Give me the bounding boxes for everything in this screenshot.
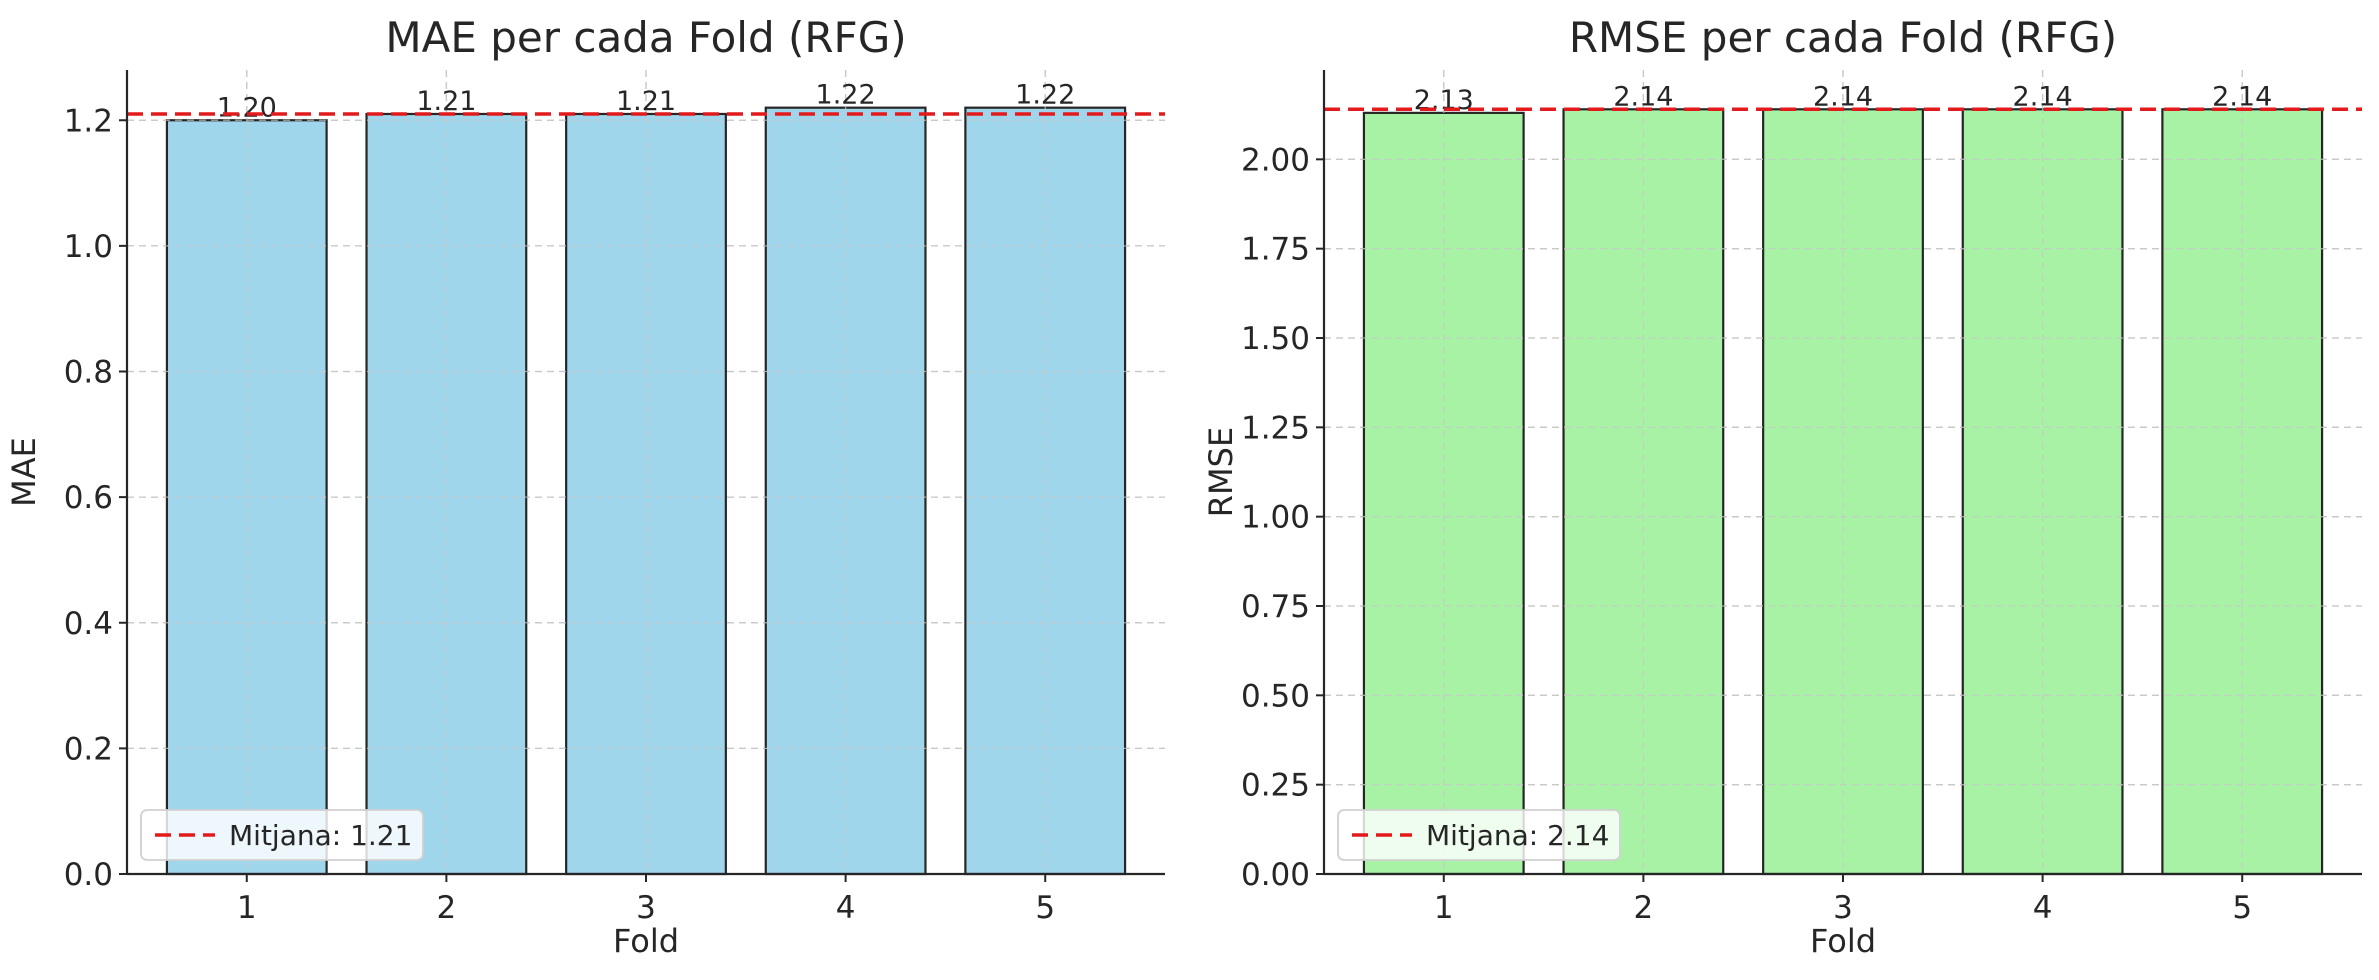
x-tick-label: 5 [1035, 890, 1055, 926]
rmse-chart: 2.13 2.14 2.14 2.14 2.14 0.00 0.25 0.50 0.75 1.00… [1202, 13, 2362, 960]
y-tick-label: 0.8 [64, 355, 113, 391]
y-tick-label: 1.2 [64, 103, 113, 139]
bar-value-label: 1.22 [816, 80, 876, 111]
x-axis-label: Fold [1810, 922, 1876, 960]
legend-box [140, 809, 424, 861]
y-tick-label: 0.0 [64, 857, 113, 893]
y-tick-label: 1.25 [1241, 410, 1310, 446]
y-tick-label: 1.50 [1241, 321, 1310, 357]
y-tick-label: 1.75 [1241, 232, 1310, 268]
y-tick-label: 0.4 [64, 606, 113, 642]
bar-value-label: 2.14 [1813, 81, 1873, 112]
bar-value-label: 1.21 [616, 86, 676, 117]
chart-title: MAE per cada Fold (RFG) [385, 13, 906, 62]
y-tick-label: 1.00 [1241, 500, 1310, 536]
x-axis-label: Fold [613, 922, 679, 960]
y-tick-label: 0.50 [1241, 678, 1310, 714]
mae-chart: 1.20 1.21 1.21 1.22 1.220.00.20.40.60.81.01.… [5, 13, 1165, 960]
y-tick-label: 0.6 [64, 480, 113, 516]
bar-value-label: 2.13 [1414, 85, 1474, 116]
bar-value-label: 1.21 [416, 86, 476, 117]
bar-value-label: 2.14 [2212, 81, 2272, 112]
bar-value-label: 1.22 [1015, 80, 1075, 111]
legend: Mitjana: 1.21 [140, 809, 424, 861]
y-tick-label: 0.75 [1241, 589, 1310, 625]
x-tick-label: 3 [636, 890, 656, 926]
x-tick-label: 3 [1833, 890, 1853, 926]
x-tick-label: 1 [237, 890, 257, 926]
y-tick-label: 0.2 [64, 731, 113, 767]
x-tick-label: 4 [2033, 890, 2053, 926]
x-tick-label: 1 [1434, 890, 1454, 926]
y-tick-label: 2.00 [1241, 142, 1310, 178]
chart-title: RMSE per cada Fold (RFG) [1569, 13, 2117, 62]
y-axis-label: MAE [5, 437, 43, 507]
bar-value-label: 2.14 [2013, 81, 2073, 112]
x-tick-label: 2 [437, 890, 457, 926]
y-tick-label: 0.00 [1241, 857, 1310, 893]
legend: Mitjana: 2.14 [1337, 809, 1621, 861]
legend-label: Mitjana: 2.14 [1426, 819, 1609, 852]
legend-box [1337, 809, 1621, 861]
legend-label: Mitjana: 1.21 [229, 819, 412, 852]
x-tick-label: 4 [836, 890, 856, 926]
y-tick-label: 0.25 [1241, 768, 1310, 804]
bar-value-label: 1.20 [217, 92, 277, 123]
x-tick-label: 2 [1634, 890, 1654, 926]
y-axis-label: RMSE [1202, 427, 1240, 517]
y-tick-label: 1.0 [64, 229, 113, 265]
bar-value-label: 2.14 [1613, 81, 1673, 112]
x-tick-label: 5 [2232, 890, 2252, 926]
